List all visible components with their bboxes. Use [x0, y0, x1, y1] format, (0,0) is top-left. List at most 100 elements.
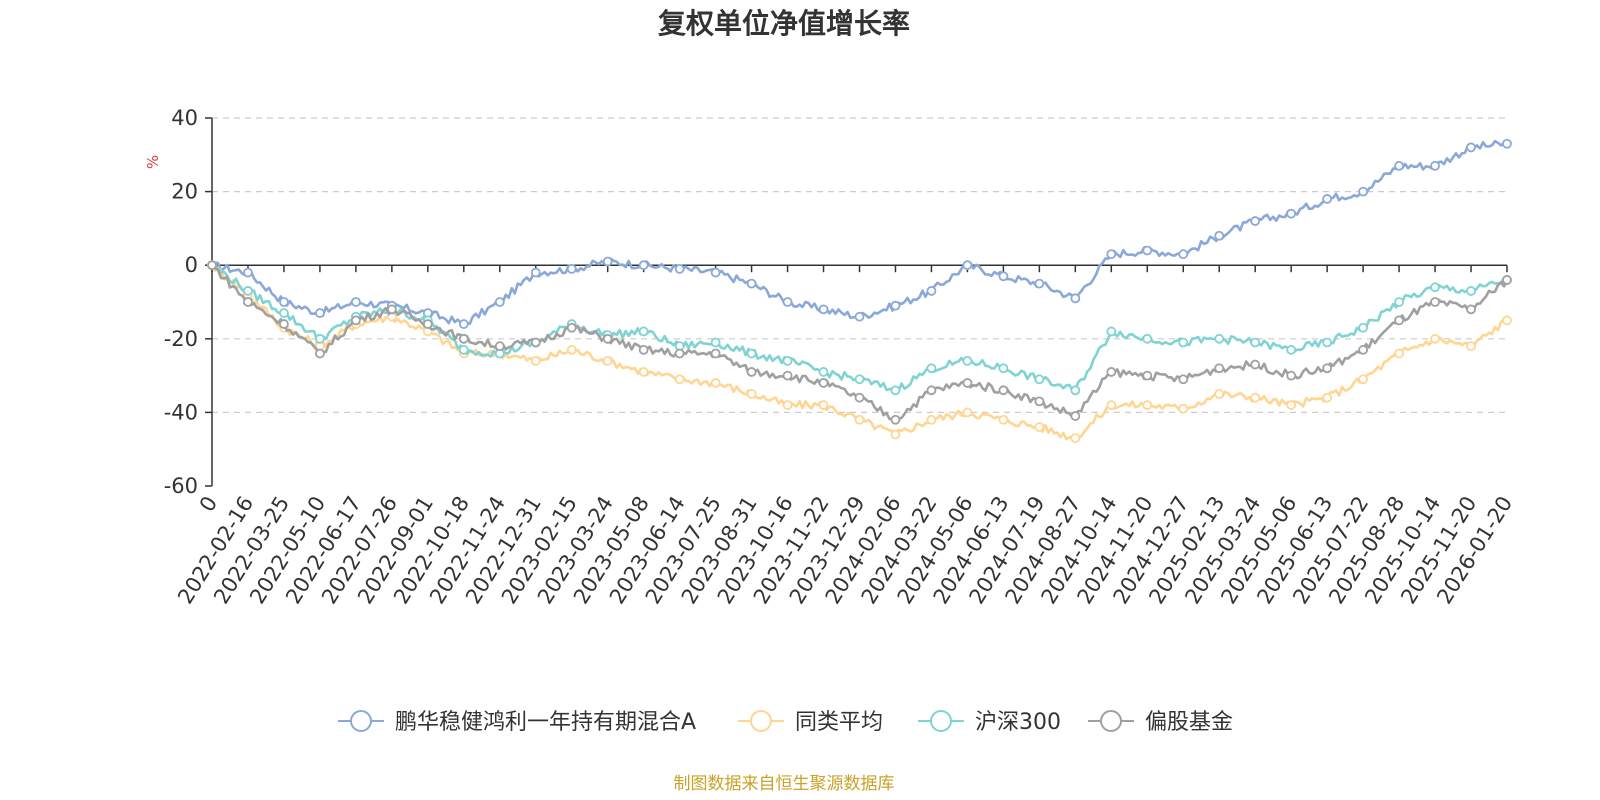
data-point [818, 304, 829, 315]
data-point [602, 333, 613, 344]
data-point [350, 315, 361, 326]
y-axis-unit: % [144, 155, 162, 169]
data-point [782, 400, 793, 410]
data-point [315, 348, 325, 359]
series-2 [207, 260, 1512, 396]
legend-marker-icon [350, 710, 372, 732]
data-point [243, 286, 253, 296]
data-point [1430, 297, 1440, 307]
data-point [1358, 344, 1369, 355]
legend-item-3[interactable]: 偏股基金 [1088, 710, 1233, 735]
data-point [782, 370, 793, 381]
data-point [530, 267, 541, 278]
data-point [1466, 142, 1476, 153]
data-point [674, 263, 685, 274]
data-point [315, 308, 325, 318]
data-point [674, 348, 685, 359]
data-point [315, 333, 325, 344]
data-point [1502, 315, 1512, 326]
data-point [1142, 400, 1153, 410]
legend-item-1[interactable]: 同类平均 [738, 710, 883, 735]
data-point [494, 297, 505, 307]
data-point [243, 297, 253, 307]
data-point [422, 319, 433, 329]
series-1 [207, 260, 1512, 444]
data-point [1178, 249, 1189, 260]
data-point [279, 308, 289, 318]
data-point [1034, 396, 1045, 407]
data-point [746, 348, 757, 359]
data-point [926, 363, 937, 374]
source-note: 制图数据来自恒生聚源数据库 [674, 774, 895, 794]
data-point [1178, 403, 1189, 414]
data-point [1394, 297, 1404, 307]
series-group [207, 138, 1512, 444]
data-point [962, 260, 973, 271]
data-point [1466, 286, 1476, 296]
data-point [1106, 400, 1117, 410]
data-point [926, 286, 937, 296]
data-point [1394, 315, 1404, 326]
data-point [998, 385, 1009, 396]
data-point [530, 337, 541, 348]
axes [211, 118, 1507, 486]
data-point [890, 414, 901, 425]
data-point [998, 363, 1009, 374]
data-point [962, 407, 973, 418]
data-point [1214, 230, 1225, 241]
data-point [1214, 389, 1225, 399]
data-point [1394, 348, 1404, 359]
data-point [1250, 392, 1261, 403]
data-point [1034, 278, 1045, 289]
data-point [782, 355, 793, 366]
data-point [566, 263, 577, 274]
data-point [710, 267, 721, 278]
data-point [243, 267, 253, 278]
legend-marker-icon [1100, 710, 1122, 732]
data-point [638, 367, 649, 377]
series-0 [207, 138, 1512, 329]
data-point [1034, 374, 1045, 385]
data-point [1322, 194, 1333, 204]
data-point [1250, 359, 1261, 370]
data-point [386, 304, 397, 315]
data-point [854, 392, 865, 403]
data-point [530, 355, 541, 366]
y-tick-label: 0 [185, 253, 198, 277]
data-point [818, 400, 829, 410]
data-point [1502, 275, 1512, 285]
data-point [638, 326, 649, 337]
series-line [211, 139, 1508, 326]
data-point [998, 414, 1009, 425]
data-point [1322, 363, 1333, 374]
data-point [854, 414, 865, 425]
data-point [279, 319, 289, 329]
gridlines [212, 117, 1507, 413]
legend-label: 沪深300 [975, 710, 1061, 735]
chart-title: 复权单位净值增长率 [658, 7, 910, 40]
data-point [458, 344, 469, 355]
data-point [746, 278, 757, 289]
data-point [818, 367, 829, 377]
data-point [638, 344, 649, 355]
data-point [458, 333, 469, 344]
data-point [998, 271, 1009, 282]
data-point [1250, 216, 1261, 226]
data-point [1358, 322, 1369, 333]
data-point [890, 300, 901, 311]
data-point [1394, 160, 1404, 171]
data-point [350, 297, 361, 307]
legend: 鹏华稳健鸿利一年持有期混合A 同类平均 沪深300 偏股基金 [338, 710, 1233, 735]
data-point [602, 256, 613, 267]
y-axis-ticks: 40 20 0 -20 -40 -60 [164, 106, 212, 498]
data-point [746, 389, 757, 399]
legend-marker-icon [750, 710, 772, 732]
legend-item-2[interactable]: 沪深300 [918, 710, 1061, 735]
data-point [1466, 304, 1476, 315]
data-point [1358, 374, 1369, 385]
data-point [1466, 341, 1476, 352]
legend-label: 偏股基金 [1145, 710, 1233, 735]
data-point [1106, 367, 1117, 377]
legend-item-0[interactable]: 鹏华稳健鸿利一年持有期混合A [338, 710, 696, 735]
